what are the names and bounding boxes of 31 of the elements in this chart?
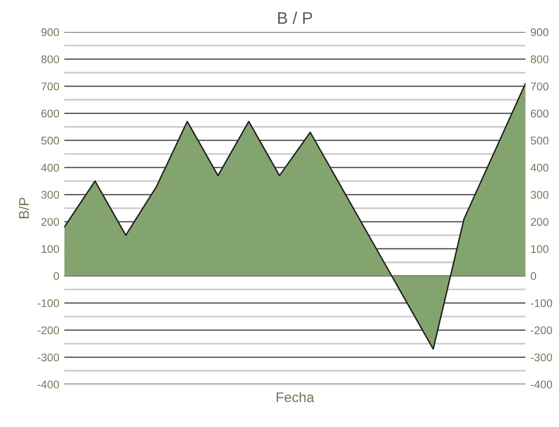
- y-tick-label: 300: [41, 190, 59, 199]
- y-axis-title: B/P: [18, 198, 29, 218]
- y2-tick-label: 500: [530, 136, 548, 145]
- y-tick-label: -300: [38, 353, 59, 362]
- y2-tick-label: 200: [530, 218, 548, 226]
- y2-tick-label: -400: [530, 380, 552, 388]
- y-tick-label: 900: [41, 28, 59, 36]
- y2-tick-label: 600: [530, 110, 548, 118]
- y2-tick-label: -200: [530, 326, 552, 334]
- y-tick-label: -100: [38, 299, 59, 308]
- y-tick-label: 0: [54, 272, 59, 280]
- y-tick-label: 500: [41, 136, 59, 145]
- y-tick-label: 600: [41, 110, 59, 118]
- y-tick-label: 800: [41, 55, 59, 64]
- y-tick-label: -400: [38, 380, 59, 388]
- y-tick-label: 200: [41, 218, 59, 226]
- y2-tick-label: 0: [530, 272, 536, 280]
- y2-tick-label: 800: [530, 55, 548, 64]
- x-axis-title: Fecha: [276, 392, 314, 402]
- y-tick-label: 100: [42, 245, 59, 253]
- y-tick-label: 700: [41, 82, 59, 90]
- y2-tick-label: 300: [530, 190, 548, 199]
- y2-tick-label: -100: [530, 299, 552, 308]
- y2-tick-label: 900: [530, 28, 548, 36]
- y2-tick-label: -300: [530, 353, 552, 362]
- y2-tick-label: 700: [530, 82, 548, 90]
- y2-tick-label: 100: [531, 245, 548, 253]
- y2-tick-label: 400: [530, 164, 548, 172]
- y-tick-label: 400: [41, 164, 59, 172]
- y-tick-label: -200: [38, 326, 59, 334]
- chart-title: B / P: [278, 12, 312, 24]
